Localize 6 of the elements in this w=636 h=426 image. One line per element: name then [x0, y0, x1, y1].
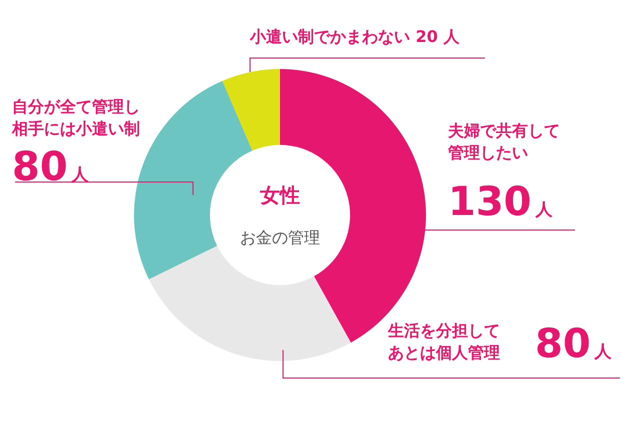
- slice-label: 夫婦で共有して管理したい: [448, 120, 561, 164]
- slice-label: 小遣い制でかまわない 20 人: [250, 26, 460, 48]
- text: 女性: [259, 182, 301, 209]
- slice-label: 自分が全て管理し相手には小遣い制: [12, 96, 141, 140]
- text: お金の管理: [239, 228, 321, 249]
- slice-label: 生活を分担してあとは個人管理: [388, 320, 501, 364]
